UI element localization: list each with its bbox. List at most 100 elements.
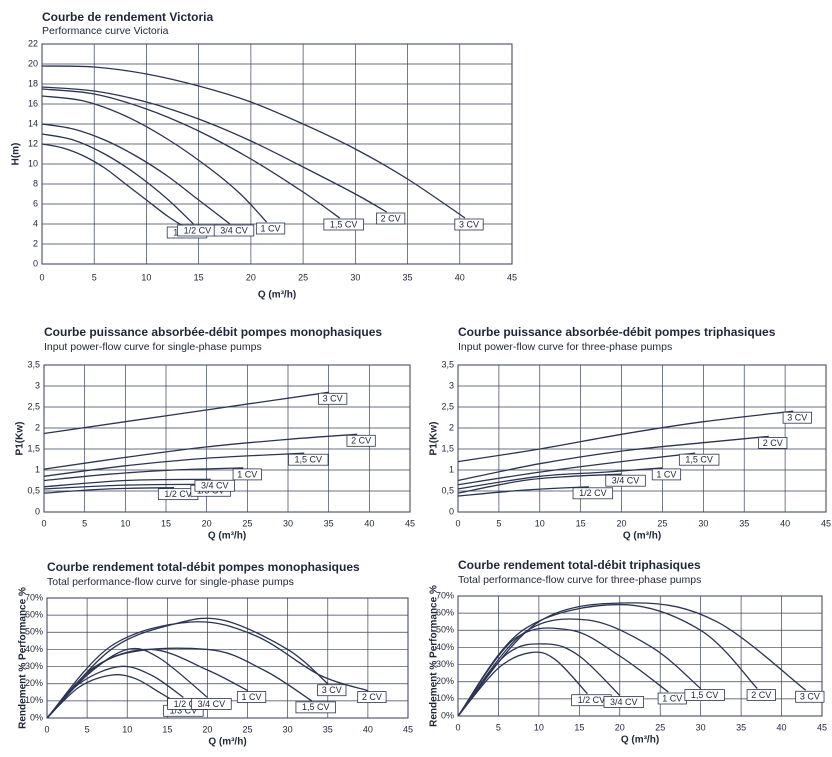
x-tick-label: 45 [403,724,413,734]
label-box [194,479,235,492]
label-box [236,691,267,703]
label-box [651,468,682,481]
y-tick-label: 20 [28,58,38,68]
curve [457,602,807,717]
curve [457,452,696,486]
x-tick-label: 45 [405,518,415,528]
y-tick-label: 3,5 [27,359,40,369]
label-box [758,436,788,449]
curve [43,467,244,482]
curve [41,133,194,225]
label-box [572,487,614,500]
x-tick-label: 25 [298,272,308,282]
curve-label: 1/2 CV [184,225,212,235]
y-axis-label: P1(Kw) [429,422,440,456]
chart-title: Courbe puissance absorbée-débit pompes t… [458,325,776,339]
label-box [295,701,336,714]
y-tick-label: 2,5 [27,401,40,411]
x-tick-label: 5 [82,518,87,528]
y-tick-label: 0 [33,258,38,268]
y-tick-label: 4 [33,218,38,228]
curve-label: 3 CV [459,219,479,229]
curve-label: 1,5 CV [330,219,358,229]
label-box [376,212,406,225]
x-tick-label: 30 [696,722,706,732]
curve-label: 1/2 CV [578,695,606,705]
x-tick-label: 15 [576,518,586,528]
x-axis-label: Q (m³/h) [621,735,659,746]
y-tick-label: 1,5 [441,443,454,453]
curve [41,123,231,225]
curve-label: 1,5 CV [691,690,719,700]
x-tick-label: 25 [243,724,253,734]
curve-label: 3/4 CV [612,476,640,486]
y-tick-label: 2,5 [441,401,454,411]
curve-label: 2 CV [381,213,401,223]
chart-title: Courbe puissance absorbée-débit pompes m… [44,325,382,339]
curve-label: 1/2 CV [174,699,202,709]
x-tick-label: 15 [574,722,584,732]
y-tick-label: 0% [30,712,43,722]
curve-label: 1/2 CV [164,489,192,499]
curve-label: 2 CV [351,436,371,446]
label-box [213,224,255,237]
curve-label: 3 CV [323,394,343,404]
curve [46,674,180,719]
chart-subtitle: Input power-flow curve for three-phase p… [458,341,672,353]
y-tick-label: 10 [28,158,38,168]
y-tick-label: 50% [436,625,454,635]
x-tick-label: 40 [780,518,790,528]
curve [43,478,211,488]
label-box [317,684,347,697]
y-tick-label: 30% [25,661,43,671]
curve-label: 3 CV [322,685,342,695]
y-tick-label: 40% [436,642,454,652]
x-tick-label: 40 [455,272,465,282]
curve [46,617,329,719]
curve-label: 1/2 CV [579,488,607,498]
x-tick-label: 10 [122,724,132,734]
x-tick-label: 15 [194,272,204,282]
y-tick-label: 1 [35,464,40,474]
curve-label: 1 CV [237,469,257,479]
curve-label: 1,5 CV [685,455,713,465]
y-tick-label: 40% [25,644,43,654]
y-tick-label: 70% [25,592,43,602]
chart-title: Courbe rendement total-débit pompes mono… [47,560,360,574]
chart-title: Courbe rendement total-débit triphasique… [458,558,701,572]
x-tick-label: 15 [162,724,172,734]
y-tick-label: 3,5 [441,359,454,369]
curve [43,452,305,477]
curve-label: 3/4 CV [220,225,248,235]
label-box [255,222,286,235]
curve [43,391,329,435]
curve-label: 3/4 CV [610,697,638,707]
x-tick-label: 40 [777,722,787,732]
curve [41,65,466,219]
label-box [795,690,825,703]
y-tick-label: 22 [28,38,38,48]
y-tick-label: 20% [436,676,454,686]
chart-subtitle: Total performance-flow curve for single-… [47,576,294,588]
y-tick-label: 10% [25,695,43,705]
y-tick-label: 30% [436,659,454,669]
label-box [603,696,644,708]
curve-label: 3/4 CV [198,699,226,709]
y-tick-label: 8 [33,178,38,188]
curve-label: 2 CV [763,438,783,448]
curve [43,486,175,494]
y-tick-label: 3 [35,380,40,390]
curve [457,473,622,494]
chart-subtitle: Performance curve Victoria [42,25,169,37]
curve-label: 3 CV [787,413,807,423]
x-axis-label: Q (m³/h) [623,531,661,542]
x-tick-label: 40 [364,518,374,528]
x-axis-label: Q (m³/h) [208,531,246,542]
label-box [678,453,720,466]
y-tick-label: 0% [441,710,454,720]
curve [457,467,663,490]
label-box [605,474,646,487]
curve [46,621,369,719]
y-tick-label: 60% [25,610,43,620]
curve [457,435,769,482]
